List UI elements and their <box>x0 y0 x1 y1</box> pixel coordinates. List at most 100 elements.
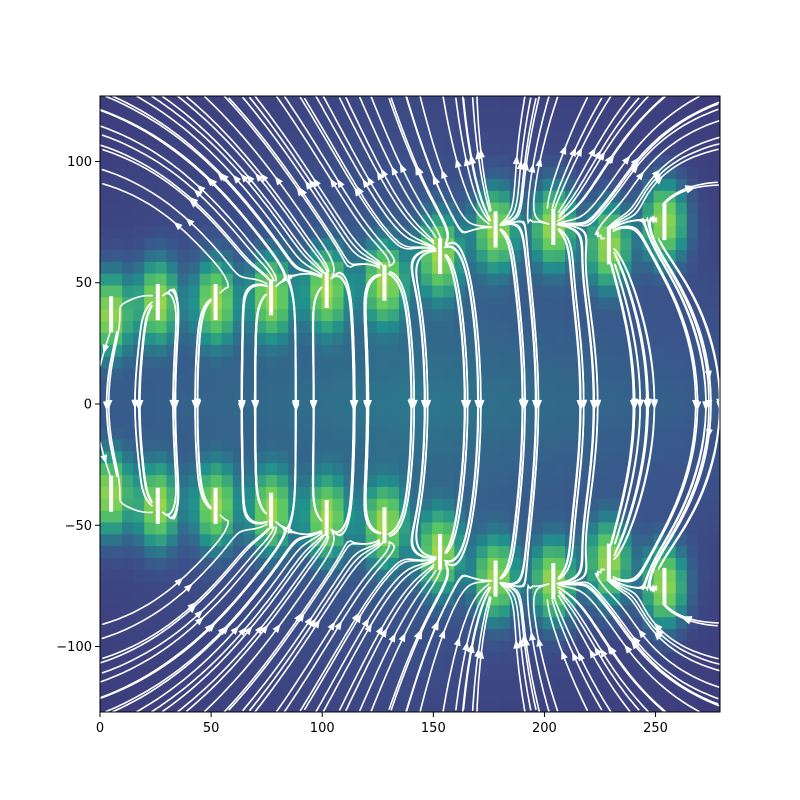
heatmap-cell <box>398 107 411 121</box>
heatmap-cell <box>465 143 478 156</box>
heatmap-cell <box>509 676 522 689</box>
heatmap-cell <box>487 380 500 393</box>
heatmap-cell <box>598 190 610 204</box>
heatmap-cell <box>598 178 610 192</box>
heatmap-cell <box>520 167 533 180</box>
heatmap-cell <box>266 688 278 701</box>
heatmap-cell <box>609 96 621 109</box>
heatmap-cell <box>708 569 720 583</box>
heatmap-cell <box>697 380 710 393</box>
heatmap-cell <box>221 107 234 121</box>
heatmap-cell <box>144 356 156 370</box>
heatmap-cell <box>166 155 179 168</box>
heatmap-cell <box>343 250 356 263</box>
heatmap-cell <box>531 297 544 310</box>
heatmap-cell <box>498 451 511 464</box>
heatmap-cell <box>354 226 367 239</box>
heatmap-cell <box>376 321 389 334</box>
heatmap-cell <box>421 688 433 701</box>
stream-arrow <box>251 400 259 409</box>
heatmap-cell <box>697 522 710 535</box>
heatmap-cell <box>111 344 123 358</box>
heatmap-cell <box>332 546 345 559</box>
heatmap-cell <box>509 581 522 595</box>
heatmap-cell <box>565 309 577 322</box>
heatmap-cell <box>243 285 256 298</box>
heatmap-cell <box>376 190 389 204</box>
heatmap-cell <box>232 617 245 630</box>
heatmap-cell <box>100 167 112 180</box>
heatmap-cell <box>697 404 710 417</box>
heatmap-cell <box>542 546 555 559</box>
heatmap-cell <box>542 332 555 346</box>
heatmap-cell <box>553 688 566 701</box>
heatmap-cell <box>686 593 699 606</box>
heatmap-cell <box>310 486 323 500</box>
heatmap-cell <box>122 214 134 227</box>
heatmap-cell <box>576 569 588 583</box>
heatmap-cell <box>476 486 489 500</box>
heatmap-cell <box>410 321 422 334</box>
heatmap-cell <box>288 640 300 654</box>
heatmap-cell <box>410 380 422 393</box>
heatmap-cell <box>155 664 168 678</box>
heatmap-cell <box>609 427 621 441</box>
heatmap-cell <box>122 297 134 310</box>
heatmap-cell <box>465 226 478 239</box>
heatmap-cell <box>210 593 223 606</box>
heatmap-cell <box>432 107 444 121</box>
heatmap-cell <box>166 676 179 689</box>
heatmap-cell <box>542 309 555 322</box>
heatmap-cell <box>686 558 699 571</box>
stream-arrow <box>635 171 645 181</box>
heatmap-cell <box>708 652 720 666</box>
heatmap-cell <box>542 629 555 642</box>
heatmap-cell <box>410 688 422 701</box>
heatmap-cell <box>288 273 300 287</box>
stream-arrow <box>632 635 641 646</box>
heatmap-cell <box>299 321 311 334</box>
heatmap-cell <box>686 119 699 133</box>
heatmap-cell <box>454 427 466 441</box>
heatmap-cell <box>232 297 245 310</box>
heatmap-cell <box>454 214 466 227</box>
heatmap-cell <box>410 427 422 441</box>
heatmap-cell <box>255 676 267 689</box>
heatmap-cell <box>266 356 278 370</box>
heatmap-cell <box>255 688 267 701</box>
heatmap-cell <box>476 605 489 618</box>
heatmap-cell <box>243 510 256 524</box>
heatmap-cell <box>576 463 588 476</box>
heatmap-cell <box>454 451 466 464</box>
heatmap-cell <box>487 238 500 251</box>
heatmap-cell <box>321 451 334 464</box>
heatmap-cell <box>376 617 389 630</box>
heatmap-cell <box>565 427 577 441</box>
heatmap-cell <box>487 344 500 358</box>
heatmap-cell <box>498 463 511 476</box>
heatmap-cell <box>454 593 466 606</box>
heatmap-cell <box>387 451 400 464</box>
heatmap-cell <box>642 640 655 654</box>
heatmap-cell <box>520 605 533 618</box>
heatmap-cell <box>609 119 621 133</box>
heatmap-cell <box>498 593 511 606</box>
heatmap-cell <box>155 581 168 595</box>
heatmap-cell <box>531 226 544 239</box>
heatmap-cell <box>598 344 610 358</box>
heatmap-cell <box>443 250 455 263</box>
heatmap-cell <box>166 688 179 701</box>
heatmap-cell <box>520 688 533 701</box>
heatmap-cell <box>155 439 168 452</box>
heatmap-cell <box>144 510 156 524</box>
heatmap-cell <box>410 368 422 381</box>
heatmap-cell <box>675 226 688 239</box>
heatmap-cell <box>465 368 478 381</box>
heatmap-cell <box>199 356 212 370</box>
heatmap-cell <box>509 486 522 500</box>
heatmap-cell <box>332 498 345 512</box>
heatmap-cell <box>321 143 334 156</box>
heatmap-cell <box>476 131 489 144</box>
heatmap-cell <box>708 427 720 441</box>
heatmap-cell <box>288 380 300 393</box>
